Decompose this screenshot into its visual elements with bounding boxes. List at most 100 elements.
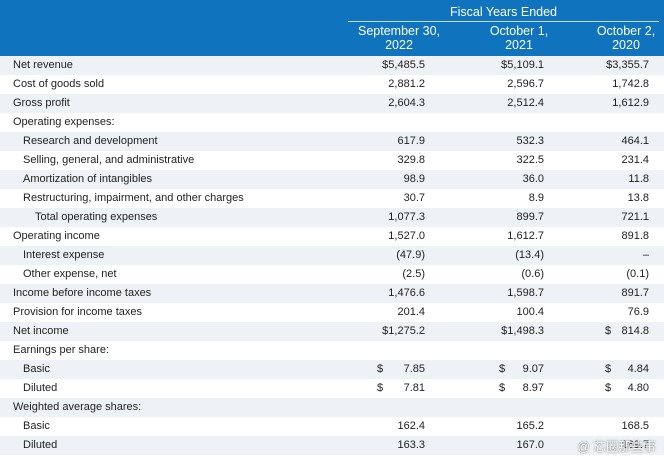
row-label: Provision for income taxes — [13, 306, 142, 318]
row-label: Selling, general, and administrative — [23, 154, 195, 166]
cell-value: 162.4 — [397, 420, 425, 432]
table-row: Earnings per share: — [0, 341, 664, 360]
table-row: Cost of goods sold 2,881.2 2,596.7 1,742.8 — [0, 75, 664, 94]
value-cell-2021: 167.0 — [494, 436, 544, 455]
currency-symbol: $ — [499, 382, 506, 394]
value-cell-2022: 162.4 — [370, 417, 425, 436]
table-row: Gross profit 2,604.3 2,512.4 1,612.9 — [0, 94, 664, 113]
value-cell-2021: 165.2 — [494, 417, 544, 436]
currency-symbol: $ — [499, 363, 506, 375]
column-header-line2: 2020 — [612, 38, 640, 52]
value-cell-2021: 1,598.7 — [494, 284, 544, 303]
row-label: Amortization of intangibles — [23, 173, 153, 185]
currency-symbol: $ — [605, 325, 612, 337]
value-cell-2021: $1,498.3 — [494, 322, 544, 341]
cell-value: 201.4 — [397, 306, 425, 318]
cell-value: 891.8 — [621, 230, 649, 242]
cell-value: 532.3 — [516, 135, 544, 147]
value-cell-2020: 464.1 — [600, 132, 649, 151]
value-cell-2020 — [600, 113, 649, 132]
value-cell-2022: $5,485.5 — [370, 56, 425, 75]
table-row: Provision for income taxes 201.4 100.4 76.9 — [0, 303, 664, 322]
value-cell-2020: 76.9 — [600, 303, 649, 322]
value-cell-2022: 98.9 — [370, 170, 425, 189]
cell-value: 168.5 — [621, 420, 649, 432]
cell-value: 13.8 — [627, 192, 649, 204]
table-row: Basic $7.85 $9.07 $4.84 — [0, 360, 664, 379]
cell-value: 36.0 — [522, 173, 544, 185]
cell-value: 165.2 — [516, 420, 544, 432]
column-header-line1: October 2, — [596, 24, 656, 38]
cell-value: (0.6) — [521, 268, 544, 280]
table-header: Fiscal Years Ended September 30, 2022 Oc… — [0, 0, 664, 56]
value-cell-2021: (0.6) — [494, 265, 544, 284]
column-header-2021: October 1, 2021 — [464, 24, 574, 52]
cell-value: 1,527.0 — [388, 230, 425, 242]
cell-value: 899.7 — [516, 211, 544, 223]
table-row: Research and development 617.9 532.3 464.1 — [0, 132, 664, 151]
cell-value: 4.84 — [627, 363, 649, 375]
table-row: Diluted $7.81 $8.97 $4.80 — [0, 379, 664, 398]
cell-value: 7.81 — [403, 382, 425, 394]
value-cell-2022: $7.81 — [370, 379, 425, 398]
cell-value: 2,881.2 — [388, 78, 425, 90]
value-cell-2020: (0.1) — [600, 265, 649, 284]
value-cell-2022: 1,527.0 — [370, 227, 425, 246]
cell-value: 322.5 — [516, 154, 544, 166]
row-label: Income before income taxes — [13, 287, 152, 299]
cell-value: 4.80 — [627, 382, 649, 394]
table-row: Diluted 163.3 167.0 169.7 — [0, 436, 664, 455]
column-header-2022: September 30, 2022 — [347, 24, 451, 52]
value-cell-2021: 532.3 — [494, 132, 544, 151]
row-label: Net income — [13, 325, 69, 337]
cell-value: 617.9 — [397, 135, 425, 147]
value-cell-2020: 891.7 — [600, 284, 649, 303]
cell-value: – — [642, 249, 649, 261]
value-cell-2022: 1,476.6 — [370, 284, 425, 303]
period-title: Fiscal Years Ended — [449, 5, 557, 19]
row-label: Net revenue — [13, 59, 73, 71]
cell-value: 98.9 — [403, 173, 425, 185]
cell-value: $5,485.5 — [382, 59, 425, 71]
cell-value: 1,598.7 — [507, 287, 544, 299]
value-cell-2021: 8.9 — [494, 189, 544, 208]
row-label: Operating income — [13, 230, 100, 242]
value-cell-2020: 11.8 — [600, 170, 649, 189]
cell-value: 231.4 — [621, 154, 649, 166]
value-cell-2021: 2,512.4 — [494, 94, 544, 113]
table-body: Net revenue $5,485.5 $5,109.1 $3,355.7 Cost … — [0, 56, 664, 455]
row-label: Cost of goods sold — [13, 78, 105, 90]
cell-value: (13.4) — [515, 249, 544, 261]
currency-symbol: $ — [605, 363, 612, 375]
watermark: @ 芯圈那些事 — [577, 440, 656, 454]
value-cell-2020: 1,742.8 — [600, 75, 649, 94]
table-row: Operating expenses: — [0, 113, 664, 132]
row-label: Diluted — [23, 382, 58, 394]
cell-value: $1,498.3 — [501, 325, 544, 337]
cell-value: 2,596.7 — [507, 78, 544, 90]
cell-value: 1,612.9 — [612, 97, 649, 109]
row-label: Gross profit — [13, 97, 70, 109]
cell-value: 329.8 — [397, 154, 425, 166]
table-row: Other expense, net (2.5) (0.6) (0.1) — [0, 265, 664, 284]
table-row: Selling, general, and administrative 329.… — [0, 151, 664, 170]
value-cell-2020: 169.7 — [600, 436, 649, 455]
value-cell-2022: 163.3 — [370, 436, 425, 455]
value-cell-2022: (47.9) — [370, 246, 425, 265]
column-header-2020: October 2, 2020 — [588, 24, 664, 52]
value-cell-2022: $1,275.2 — [370, 322, 425, 341]
value-cell-2020: $814.8 — [600, 322, 649, 341]
value-cell-2021 — [494, 341, 544, 360]
row-label: Basic — [23, 363, 50, 375]
cell-value: $5,109.1 — [501, 59, 544, 71]
cell-value: 30.7 — [403, 192, 425, 204]
cell-value: (47.9) — [396, 249, 425, 261]
cell-value: 11.8 — [628, 173, 649, 185]
row-label: Research and development — [23, 135, 158, 147]
value-cell-2022: $7.85 — [370, 360, 425, 379]
column-header-line2: 2021 — [505, 38, 533, 52]
value-cell-2022: 201.4 — [370, 303, 425, 322]
cell-value: 814.8 — [621, 325, 649, 337]
cell-value: $3,355.7 — [606, 59, 649, 71]
row-label: Interest expense — [23, 249, 105, 261]
